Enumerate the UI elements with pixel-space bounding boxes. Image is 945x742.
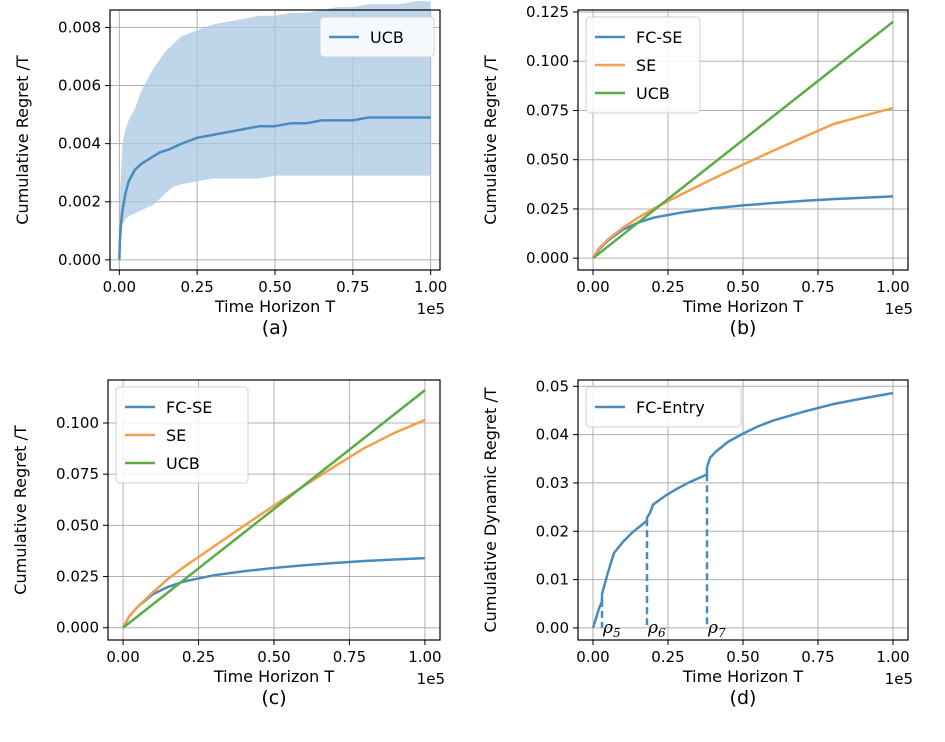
panel-caption: (c) <box>261 687 286 709</box>
x-tick-label: 0.25 <box>180 278 213 296</box>
panel-caption: (b) <box>730 317 757 339</box>
x-offset-text: 1e5 <box>885 300 913 318</box>
x-tick-label: 0.25 <box>651 278 684 296</box>
x-tick-label: 1.00 <box>876 648 909 666</box>
legend-label: SE <box>166 426 186 445</box>
y-tick-label: 0.075 <box>56 465 99 483</box>
panel-caption: (a) <box>262 317 288 339</box>
y-tick-label: 0.03 <box>536 474 569 492</box>
x-tick-label: 0.00 <box>103 278 136 296</box>
y-tick-label: 0.000 <box>56 619 99 637</box>
legend: FC-SE SE UCB <box>585 16 701 114</box>
x-tick-label: 0.75 <box>801 278 834 296</box>
y-axis-label: Cumulative Regret /T <box>481 55 500 225</box>
series-line-ucb <box>592 20 894 260</box>
y-tick-label: 0.008 <box>58 18 101 36</box>
legend-box <box>319 16 435 58</box>
legend: UCB <box>319 16 435 58</box>
x-axis-label: Time Horizon T <box>682 297 804 316</box>
y-tick-label: 0.050 <box>526 151 569 169</box>
change-point-label: ρ6 <box>647 618 666 640</box>
x-offset-text: 1e5 <box>417 300 445 318</box>
legend-label: UCB <box>166 454 200 473</box>
y-tick-label: 0.01 <box>536 571 569 589</box>
change-point-label: ρ5 <box>602 618 621 640</box>
y-axis-label: Cumulative Dynamic Regret /T <box>481 387 500 632</box>
y-tick-label: 0.075 <box>526 101 569 119</box>
legend-box <box>115 386 249 484</box>
y-tick-label: 0.125 <box>526 3 569 21</box>
y-axis-label: Cumulative Regret /T <box>11 425 30 595</box>
y-axis-label: Cumulative Regret /T <box>13 55 32 225</box>
panel-caption: (d) <box>730 687 757 709</box>
y-tick-label: 0.100 <box>56 414 99 432</box>
legend-label: UCB <box>370 28 404 47</box>
x-axis-label: Time Horizon T <box>213 667 335 686</box>
series-line-fc-entry <box>591 391 894 629</box>
change-point-label: ρ7 <box>707 618 726 640</box>
legend-box <box>585 386 742 428</box>
y-tick-label: 0.100 <box>526 52 569 70</box>
x-tick-label: 1.00 <box>408 648 441 666</box>
legend: FC-SE SE UCB <box>115 386 249 484</box>
y-tick-label: 0.006 <box>58 77 101 95</box>
x-tick-label: 1.00 <box>414 278 447 296</box>
y-tick-label: 0.000 <box>58 251 101 269</box>
legend-label: SE <box>636 56 656 75</box>
y-tick-label: 0.00 <box>536 619 569 637</box>
y-tick-label: 0.004 <box>58 135 101 153</box>
y-tick-label: 0.025 <box>56 568 99 586</box>
x-tick-label: 0.50 <box>258 278 291 296</box>
y-tick-label: 0.000 <box>526 249 569 267</box>
x-tick-label: 0.50 <box>726 648 759 666</box>
x-tick-label: 0.75 <box>333 648 366 666</box>
x-tick-label: 0.25 <box>182 648 215 666</box>
x-axis-label: Time Horizon T <box>214 297 336 316</box>
legend-label: FC-Entry <box>636 398 705 417</box>
x-tick-label: 0.25 <box>651 648 684 666</box>
y-tick-label: 0.050 <box>56 516 99 534</box>
x-tick-label: 0.00 <box>106 648 139 666</box>
legend-label: FC-SE <box>166 398 212 417</box>
series-line-ucb <box>122 389 426 629</box>
panel-b: 0.00 0.25 0.50 0.75 1.00 0.000 0.025 0.050 0.075… <box>481 3 913 339</box>
panel-d: ρ5 ρ6 ρ7 0.00 0.25 0.50 0.75 1.00 0.00 0.01 0.02 0.… <box>481 377 913 709</box>
legend-label: FC-SE <box>636 28 682 47</box>
y-tick-label: 0.02 <box>536 522 569 540</box>
legend-box <box>585 16 701 114</box>
y-tick-label: 0.04 <box>536 426 569 444</box>
x-tick-label: 0.00 <box>576 278 609 296</box>
panel-c: 0.00 0.25 0.50 0.75 1.00 0.000 0.025 0.050 0.075… <box>11 379 445 709</box>
series-line-ucb <box>118 116 431 260</box>
x-offset-text: 1e5 <box>885 670 913 688</box>
panel-a: 0.00 0.25 0.50 0.75 1.00 0.000 0.002 0.004 0.006… <box>13 1 447 339</box>
y-tick-label: 0.05 <box>536 377 569 395</box>
x-offset-text: 1e5 <box>417 670 445 688</box>
y-tick-label: 0.002 <box>58 193 101 211</box>
x-tick-label: 1.00 <box>876 278 909 296</box>
x-tick-label: 0.50 <box>726 278 759 296</box>
x-axis-label: Time Horizon T <box>682 667 804 686</box>
legend-label: UCB <box>636 84 670 103</box>
x-tick-label: 0.00 <box>576 648 609 666</box>
confidence-band <box>119 1 431 260</box>
series-line-se <box>121 418 426 629</box>
x-tick-label: 0.75 <box>336 278 369 296</box>
x-tick-label: 0.75 <box>801 648 834 666</box>
series-line-se <box>591 106 894 259</box>
x-tick-label: 0.50 <box>257 648 290 666</box>
y-tick-label: 0.025 <box>526 200 569 218</box>
legend: FC-Entry <box>585 386 742 428</box>
